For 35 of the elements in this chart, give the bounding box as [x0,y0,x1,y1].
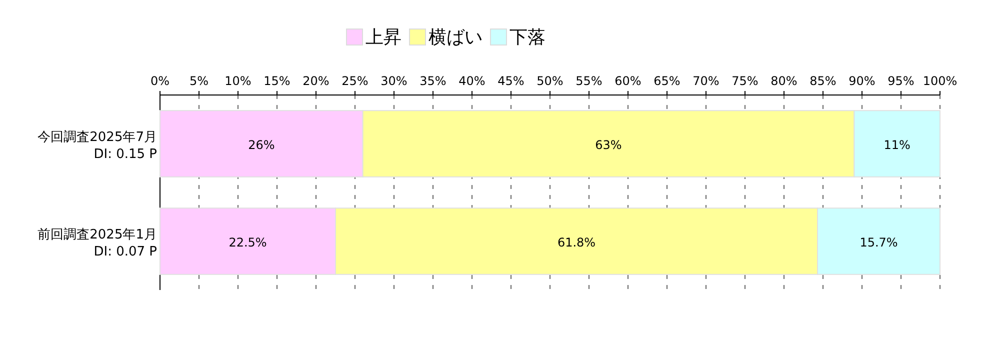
x-tick-label: 90% [848,74,876,88]
x-tick-label: 5% [189,74,209,88]
legend-item: 下落 [490,27,546,48]
data-label: 22.5% [228,235,267,250]
legend-label: 上昇 [366,27,402,48]
x-tick-label: 70% [692,74,720,88]
x-tick-label: 80% [770,74,798,88]
legend-label: 横ばい [428,27,482,48]
x-tick-label: 45% [498,74,524,88]
x-tick-label: 100% [922,74,958,88]
y-tick-label: 今回調査2025年7月 DI: 0.15 P [38,130,158,162]
legend-item: 上昇 [346,27,402,48]
x-tick-label: 0% [150,74,170,88]
data-label: 26% [248,138,275,152]
y-tick-label: 前回調査2025年1月 DI: 0.07 P [38,227,158,260]
x-tick-label: 85% [810,74,836,88]
x-tick-label: 95% [888,74,914,88]
data-label: 61.8% [557,235,596,250]
legend-item: 横ばい [409,27,482,48]
x-tick-label: 15% [264,74,290,88]
data-label: 15.7% [860,235,898,250]
legend-label: 下落 [510,27,546,48]
x-tick-label: 30% [380,74,408,88]
x-tick-label: 40% [458,74,486,88]
x-tick-label: 10% [224,74,252,88]
x-tick-label: 65% [654,74,680,88]
x-tick-label: 75% [732,74,758,88]
x-tick-label: 35% [420,74,446,88]
x-tick-label: 20% [302,74,330,88]
x-tick-label: 25% [342,74,368,88]
x-tick-label: 60% [614,74,642,88]
data-label: 63% [595,138,622,152]
x-tick-label: 55% [576,74,602,88]
data-label: 11% [884,138,910,152]
x-tick-label: 50% [536,74,564,88]
